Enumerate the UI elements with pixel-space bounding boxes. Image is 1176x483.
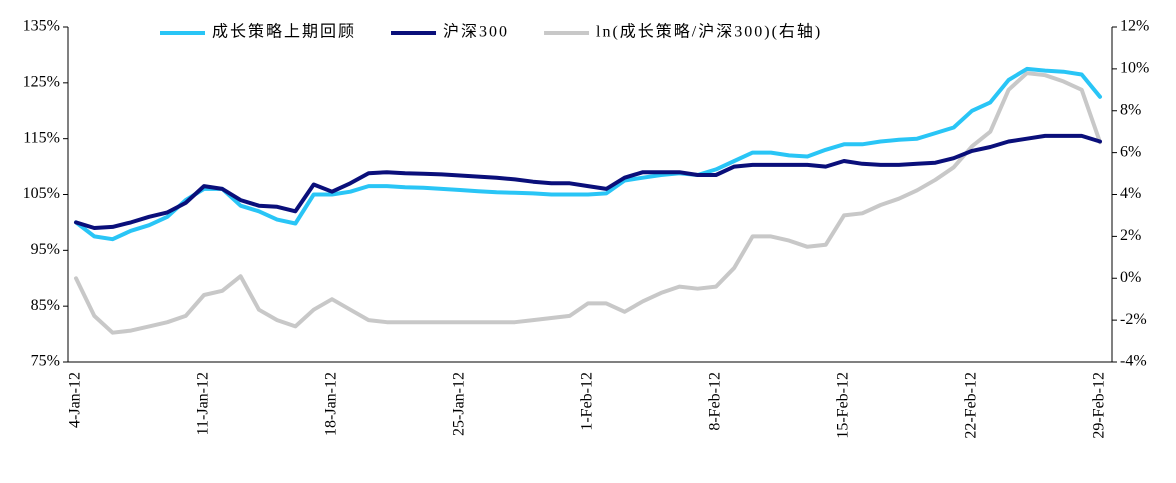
x-tick-label: 15-Feb-12	[835, 372, 852, 439]
x-tick-label: 25-Jan-12	[451, 372, 468, 436]
y-tick-label: 75%	[31, 353, 60, 370]
y2-tick-label: 4%	[1120, 185, 1141, 202]
y2-tick-label: 0%	[1120, 269, 1141, 286]
y2-tick-label: 2%	[1120, 227, 1141, 244]
y2-tick-label: -4%	[1120, 353, 1147, 370]
y2-tick-label: -2%	[1120, 311, 1147, 328]
y-tick-label: 105%	[23, 185, 60, 202]
x-tick-label: 4-Jan-12	[67, 372, 84, 428]
y-tick-label: 115%	[23, 129, 60, 146]
y2-tick-label: 10%	[1120, 60, 1149, 77]
x-tick-label: 1-Feb-12	[579, 372, 596, 431]
y2-tick-label: 6%	[1120, 143, 1141, 160]
series-line	[74, 66, 1102, 242]
x-tick-label: 8-Feb-12	[707, 372, 724, 431]
y2-tick-label: 12%	[1120, 18, 1149, 35]
series-line	[74, 133, 1102, 230]
y-tick-label: 85%	[31, 297, 60, 314]
legend-label: ln(成长策略/沪深300)(右轴)	[596, 23, 822, 41]
legend-label: 成长策略上期回顾	[212, 23, 356, 41]
y2-tick-label: 8%	[1120, 101, 1141, 118]
series-line	[74, 71, 1102, 335]
y-tick-label: 125%	[23, 74, 60, 91]
x-tick-label: 18-Jan-12	[323, 372, 340, 436]
legend-label: 沪深300	[443, 23, 509, 41]
x-tick-label: 22-Feb-12	[963, 372, 980, 439]
y-tick-label: 95%	[31, 241, 60, 258]
x-tick-label: 11-Jan-12	[195, 372, 212, 435]
x-tick-label: 29-Feb-12	[1091, 372, 1108, 439]
y-tick-label: 135%	[23, 18, 60, 35]
